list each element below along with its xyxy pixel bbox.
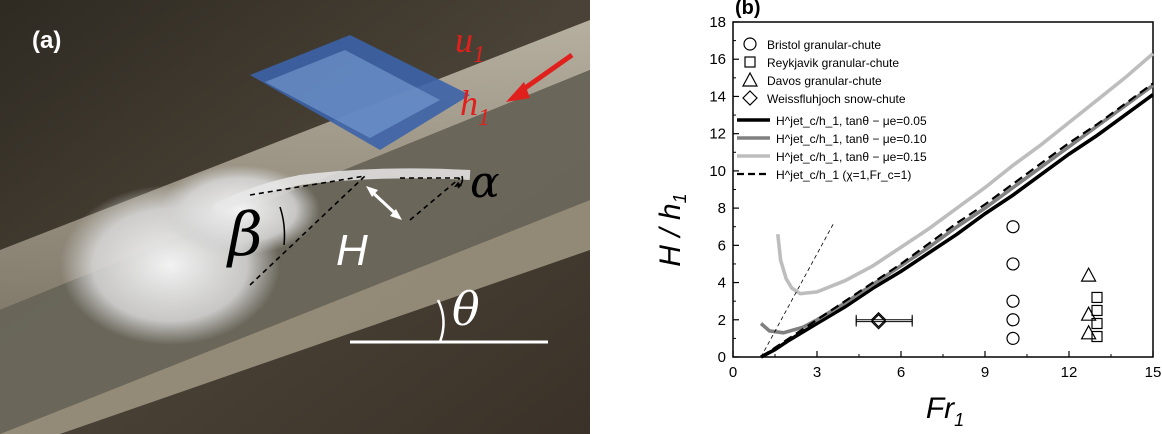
marker-circle xyxy=(1006,257,1020,271)
legend-label: Weissfluhjoch snow-chute xyxy=(767,92,906,106)
legend-label: Bristol granular-chute xyxy=(767,38,881,52)
legend-marker-diamond xyxy=(742,90,758,106)
legend-marker-square xyxy=(744,56,756,68)
legend-label: Reykjavik granular-chute xyxy=(767,56,899,70)
y-tick-label: 10 xyxy=(709,163,726,180)
u1-label: u1 xyxy=(455,20,485,68)
series-line-1 xyxy=(759,83,1155,335)
legend: Bristol granular-chute Reykjavik granular… xyxy=(737,37,927,182)
series-layer xyxy=(759,52,1155,359)
marker-diamond xyxy=(870,311,887,328)
series-line-3 xyxy=(760,82,1154,358)
legend-label: H^jet_c/h_1, tanθ − μe=0.05 xyxy=(776,114,927,128)
y-tick-label: 2 xyxy=(718,312,726,329)
legend-label: H^jet_c/h_1 (χ=1,Fr_c=1) xyxy=(776,168,911,182)
x-tick-label: 15 xyxy=(1145,364,1162,381)
marker-square xyxy=(1091,317,1103,330)
angle-construction xyxy=(249,175,461,286)
y-tick-label: 0 xyxy=(718,349,726,366)
jet-stream xyxy=(212,168,471,215)
marker-layer xyxy=(855,220,1103,345)
y-tick-label: 14 xyxy=(709,88,726,105)
H-arrow-head-bottom xyxy=(390,209,402,220)
marker-triangle xyxy=(1080,266,1097,282)
legend-label: H^jet_c/h_1, tanθ − μe=0.10 xyxy=(776,132,927,146)
beta-label: β xyxy=(226,200,263,270)
legend-marker-circle xyxy=(743,37,757,51)
series-line-0 xyxy=(760,93,1155,359)
legend-label: H^jet_c/h_1, tanθ − μe=0.15 xyxy=(776,150,927,164)
chute-photo: (a) u1 h1 α β H θ xyxy=(0,0,590,434)
h1-label: h1 xyxy=(460,83,490,131)
x-axis-title: Fr1 xyxy=(926,392,964,430)
blue-gate-highlight xyxy=(265,50,440,138)
froude-chart: (b) 0 3 6 9 12 15 0 2 4 6 8 10 12 14 16 18 Bristol gran… xyxy=(654,0,1161,430)
marker-triangle xyxy=(1080,324,1097,340)
alpha-arc-head xyxy=(454,182,462,187)
panel-a-label: (a) xyxy=(32,27,61,54)
chute-lower-rail xyxy=(0,200,590,434)
marker-circle xyxy=(1006,294,1020,308)
theta-arc xyxy=(436,299,445,343)
x-tick-label: 9 xyxy=(981,364,989,381)
series-line-4 xyxy=(760,222,835,358)
x-tick-label: 6 xyxy=(897,364,905,381)
y-axis-title: H / h1 xyxy=(654,193,690,266)
theta-label: θ xyxy=(452,282,480,336)
marker-circle xyxy=(1006,331,1020,345)
marker-square xyxy=(1091,291,1103,304)
y-tick-label: 8 xyxy=(718,200,726,217)
legend-marker-triangle xyxy=(741,71,759,87)
plot-frame xyxy=(732,21,1154,358)
marker-triangle xyxy=(1080,305,1097,321)
H-arrow xyxy=(368,188,400,218)
H-arrow-head-top xyxy=(366,186,378,197)
marker-circle xyxy=(1006,220,1020,234)
y-tick-label: 4 xyxy=(718,275,726,292)
x-tick-label: 12 xyxy=(1061,364,1078,381)
H-label: H xyxy=(336,226,368,275)
flow-arrow-shaft xyxy=(516,52,574,96)
marker-circle xyxy=(1006,313,1020,327)
series-line-2 xyxy=(776,52,1155,296)
alpha-arc xyxy=(457,175,464,189)
marker-square xyxy=(1091,304,1103,317)
flow-arrow-head xyxy=(506,82,530,102)
x-tick-label: 0 xyxy=(729,364,737,381)
legend-label: Davos granular-chute xyxy=(767,74,882,88)
x-tick-label: 3 xyxy=(813,364,821,381)
y-tick-label: 18 xyxy=(709,14,726,31)
y-tick-label: 6 xyxy=(718,237,726,254)
y-tick-label: 16 xyxy=(709,51,726,68)
marker-square xyxy=(1091,330,1103,343)
axes: 0 3 6 9 12 15 0 2 4 6 8 10 12 14 16 18 xyxy=(709,14,1161,381)
beta-arc xyxy=(279,206,286,246)
panel-b-label: (b) xyxy=(735,0,761,19)
y-tick-label: 12 xyxy=(709,126,726,143)
alpha-label: α xyxy=(470,157,500,208)
